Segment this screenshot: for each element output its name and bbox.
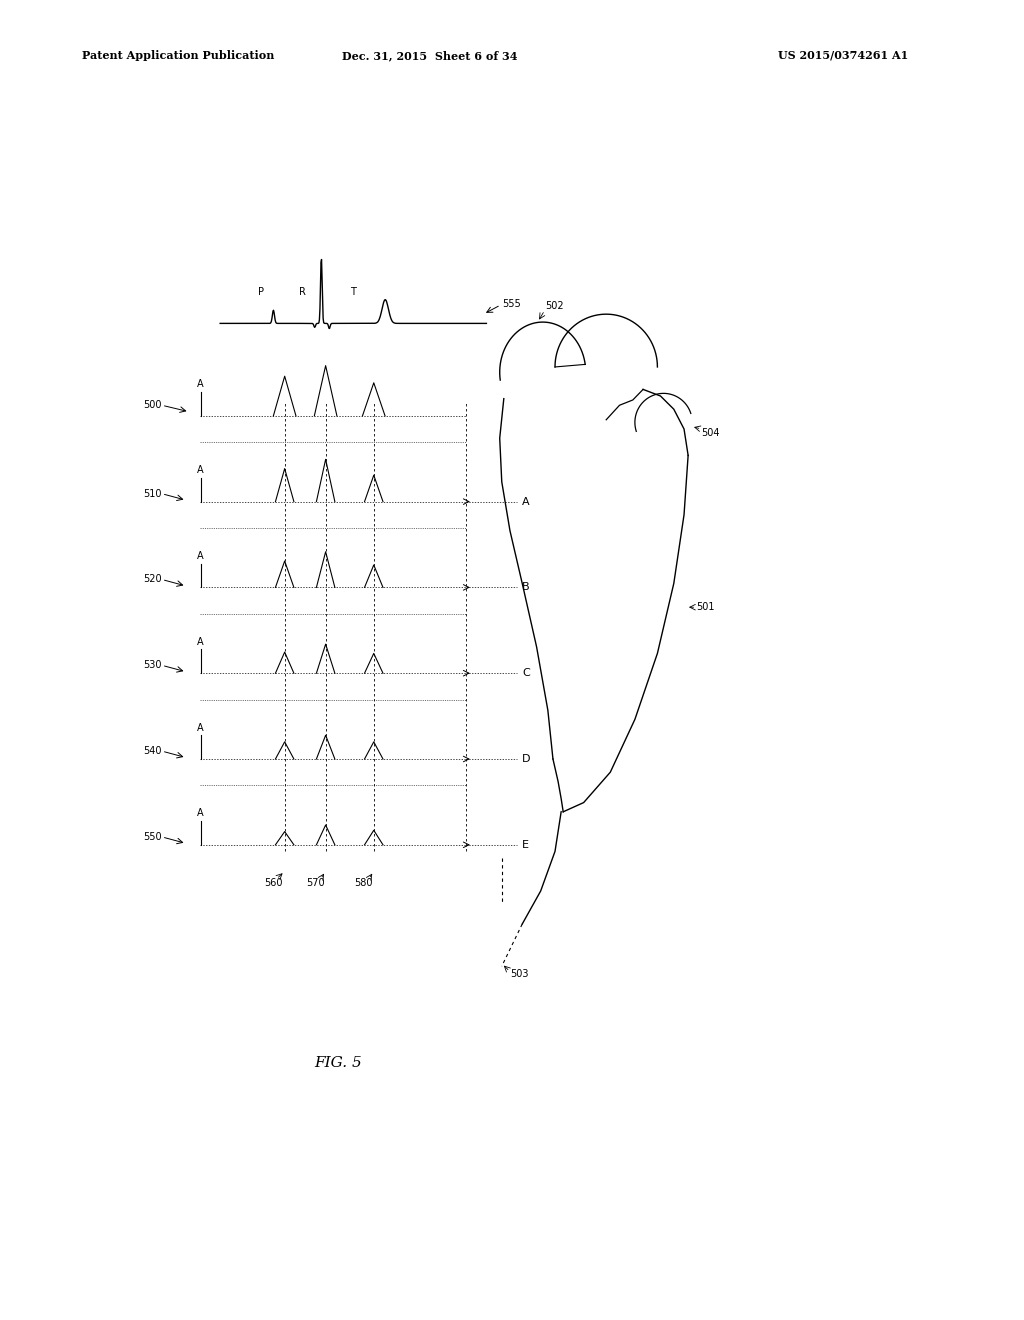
Text: 550: 550: [143, 832, 162, 842]
Text: 530: 530: [143, 660, 162, 671]
Text: E: E: [522, 840, 529, 850]
Text: C: C: [522, 668, 530, 678]
Text: 540: 540: [143, 746, 162, 756]
Text: A: A: [198, 379, 204, 389]
Text: 500: 500: [143, 400, 162, 411]
Text: 560: 560: [264, 878, 283, 888]
Text: 555: 555: [502, 298, 520, 309]
Text: 570: 570: [306, 878, 325, 888]
Text: A: A: [198, 550, 204, 561]
Text: B: B: [522, 582, 529, 593]
Text: Patent Application Publication: Patent Application Publication: [82, 50, 274, 61]
Text: 510: 510: [143, 488, 162, 499]
Text: A: A: [198, 465, 204, 475]
Text: D: D: [522, 754, 530, 764]
Text: US 2015/0374261 A1: US 2015/0374261 A1: [778, 50, 908, 61]
Text: 503: 503: [510, 969, 528, 979]
Text: 520: 520: [143, 574, 162, 585]
Text: A: A: [198, 722, 204, 733]
Text: FIG. 5: FIG. 5: [314, 1056, 361, 1069]
Text: A: A: [198, 636, 204, 647]
Text: A: A: [198, 808, 204, 818]
Text: R: R: [299, 286, 305, 297]
Text: 502: 502: [545, 301, 563, 312]
Text: 580: 580: [354, 878, 373, 888]
Text: 501: 501: [696, 602, 715, 612]
Text: P: P: [258, 286, 264, 297]
Text: A: A: [522, 496, 529, 507]
Text: T: T: [350, 286, 356, 297]
Text: 504: 504: [701, 428, 720, 438]
Text: Dec. 31, 2015  Sheet 6 of 34: Dec. 31, 2015 Sheet 6 of 34: [342, 50, 518, 61]
